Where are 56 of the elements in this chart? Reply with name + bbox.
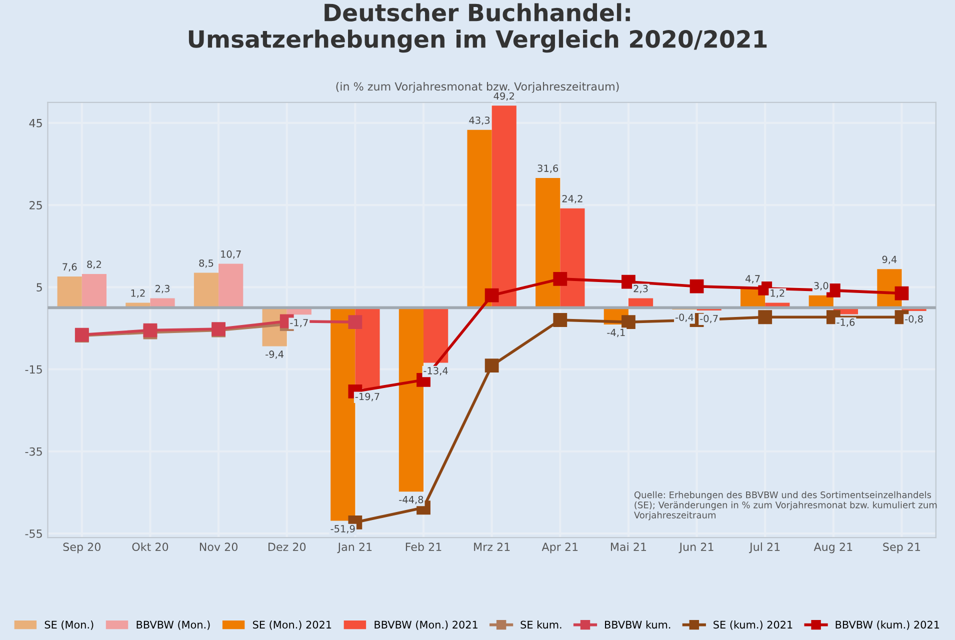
- x-tick-label: Aug 21: [814, 542, 852, 554]
- data-label: 1,2: [131, 289, 145, 298]
- y-tick-label: -55: [25, 530, 42, 538]
- x-tick-label: Feb 21: [406, 542, 442, 552]
- x-tick-label: Jul 21: [748, 542, 780, 554]
- data-label: 2,3: [634, 284, 648, 294]
- chart-title: Deutscher Buchhandel: Umsatzerhebungen im Vergleich 2020/2021: [188, 3, 767, 53]
- legend-label: SE (kum.) 2021: [714, 620, 792, 630]
- x-tick-label: Mrz 21: [474, 542, 510, 551]
- data-label: 43,3: [469, 116, 490, 125]
- y-tick-label: -15: [25, 365, 42, 374]
- data-label: 4,7: [746, 275, 760, 284]
- x-tick-label: Dez 20: [268, 542, 306, 552]
- data-label: 8,2: [87, 260, 101, 270]
- x-tick-label: Nov 20: [200, 542, 238, 552]
- data-label: 1,2: [770, 289, 784, 298]
- data-label: 7,6: [62, 263, 77, 272]
- data-label: 10,7: [221, 250, 241, 259]
- legend-label: BBVBW (Mon.) 2021: [374, 620, 478, 630]
- data-label: -51,9: [330, 525, 355, 534]
- x-tick-label: Jun 21: [678, 542, 714, 554]
- x-tick-label: Sep 21: [883, 542, 920, 554]
- data-label: -0,4: [675, 314, 694, 322]
- y-tick-label: 45: [29, 119, 42, 128]
- data-label: -1,7: [290, 319, 308, 328]
- legend-label: SE (Mon.) 2021: [252, 620, 332, 630]
- x-tick-label: Apr 21: [542, 542, 578, 554]
- data-label: 24,2: [562, 194, 582, 204]
- x-tick-label: Mai 21: [610, 542, 646, 552]
- data-label: -9,4: [266, 350, 284, 359]
- data-label: 3,0: [814, 282, 828, 290]
- legend-label: SE (Mon.): [44, 620, 94, 630]
- chart-subtitle: (in % zum Vorjahresmonat bzw. Vorjahreszeitraum): [336, 82, 619, 93]
- legend-label: SE kum.: [520, 620, 562, 629]
- legend-label: BBVBW kum.: [605, 620, 670, 629]
- data-label: -0,7: [700, 314, 718, 324]
- data-label: 9,4: [882, 256, 897, 264]
- x-tick-label: Okt 20: [132, 542, 168, 552]
- data-label: 49,2: [494, 92, 514, 101]
- y-tick-label: -35: [25, 447, 42, 456]
- legend-label: BBVBW (Mon.): [136, 620, 210, 630]
- data-label: 8,5: [199, 259, 214, 268]
- x-tick-label: Jan 21: [337, 542, 372, 554]
- data-label: -4,1: [607, 328, 625, 338]
- y-tick-label: 5: [36, 283, 42, 292]
- data-label: -44,8: [399, 496, 424, 504]
- annotation: Quelle: Erhebungen des BBVBW und des Sortimentseinzelhandels (SE); Veränderungen in % zum Vorjahresmonat bzw. kumuliert zum Vorjahreszeitraum: [634, 491, 937, 520]
- data-label: -1,6: [836, 318, 855, 327]
- data-label: 2,3: [156, 284, 170, 294]
- data-label: -19,7: [355, 392, 380, 402]
- data-label: -13,4: [424, 366, 448, 376]
- data-label: -0,8: [905, 315, 923, 324]
- y-tick-label: 25: [30, 201, 42, 210]
- legend-label: BBVBW (kum.) 2021: [836, 620, 940, 630]
- data-label: 31,6: [538, 164, 558, 173]
- x-tick-label: Sep 20: [63, 542, 100, 554]
